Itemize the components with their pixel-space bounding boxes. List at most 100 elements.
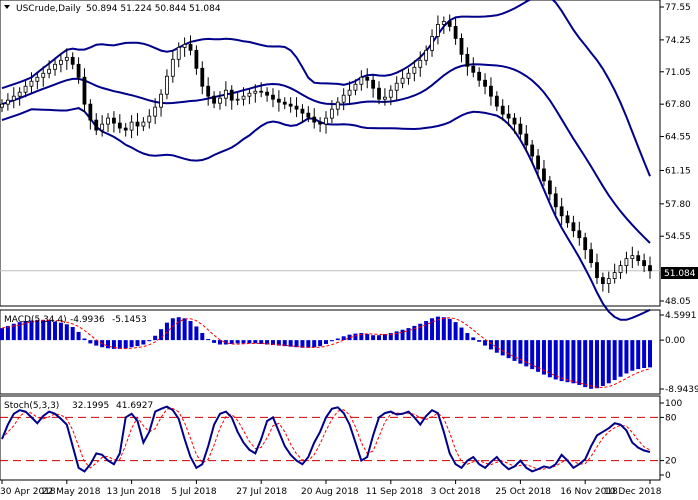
macd-histogram-bar <box>435 316 440 341</box>
candle-body <box>300 108 305 114</box>
macd-histogram-bar <box>324 340 328 344</box>
macd-histogram-bar <box>53 321 58 341</box>
macd-signal-line <box>1 317 651 389</box>
macd-histogram-bar <box>530 340 535 370</box>
candle-body <box>170 58 175 77</box>
macd-histogram-bar <box>394 331 399 341</box>
macd-histogram-bar <box>636 340 641 370</box>
macd-histogram-bar <box>206 339 211 341</box>
macd-histogram-bar <box>129 340 134 348</box>
macd-histogram-bar <box>265 340 270 345</box>
candle-body <box>565 215 570 224</box>
chart-header: USCrude,Daily 50.894 51.224 50.844 51.08… <box>4 4 221 14</box>
macd-histogram-bar <box>471 337 476 341</box>
macd-histogram-bar <box>453 322 458 341</box>
candle-body <box>542 168 546 182</box>
macd-histogram-bar <box>565 340 570 383</box>
macd-histogram-bar <box>41 319 46 341</box>
macd-tick-label: 0.00 <box>665 336 685 346</box>
macd-histogram-bar <box>589 340 594 389</box>
candle-body <box>59 59 63 65</box>
candle-body <box>595 262 599 278</box>
candle-body <box>82 76 87 105</box>
candle-body <box>559 206 564 217</box>
macd-histogram-bar <box>188 321 193 341</box>
candle-body <box>165 75 169 95</box>
time-tick-label: 30 Apr 2018 <box>0 487 56 497</box>
time-tick-label: 5 Jul 2018 <box>171 487 216 497</box>
candle-body <box>53 63 57 70</box>
candle-body <box>294 105 299 110</box>
stoch-signal-line <box>1 407 651 471</box>
time-tick-label: 22 May 2018 <box>42 487 101 497</box>
candle-body <box>500 105 505 115</box>
time-tick-label: 16 Nov 2018 <box>560 487 618 497</box>
candle-body <box>141 121 146 127</box>
candle-body <box>206 85 211 97</box>
macd-histogram-bar <box>465 333 470 341</box>
candle-body <box>212 95 216 104</box>
candle-body <box>159 93 163 108</box>
macd-histogram-bar <box>312 340 317 348</box>
stoch-tick-label: 20 <box>665 457 677 467</box>
candle-body <box>606 278 611 284</box>
macd-histogram-bar <box>459 327 464 341</box>
candle-body <box>642 260 647 267</box>
candle-body <box>0 103 4 108</box>
candle-body <box>200 67 205 87</box>
time-tick-label: 10 Dec 2018 <box>604 487 662 497</box>
macd-histogram-bar <box>618 340 623 377</box>
macd-histogram-bar <box>430 318 435 341</box>
candle-body <box>359 76 364 85</box>
macd-main-value: -4.9936 <box>70 315 105 325</box>
macd-histogram-bar <box>441 317 446 341</box>
bollinger-middle-line <box>1 63 651 244</box>
macd-histogram-bar <box>159 329 164 341</box>
stoch-chart <box>0 405 660 473</box>
candle-body <box>436 24 440 37</box>
candle-body <box>600 277 605 284</box>
candle-body <box>235 98 240 101</box>
macd-histogram-bar <box>223 340 228 345</box>
macd-histogram-bar <box>506 340 511 359</box>
price-tick-label: 67.80 <box>665 100 691 110</box>
stoch-signal-value: 41.6927 <box>116 401 153 411</box>
current-price-marker: 51.084 <box>661 267 698 279</box>
macd-chart <box>0 316 652 389</box>
candle-body <box>453 26 458 39</box>
macd-histogram-bar <box>229 340 234 344</box>
candle-body <box>512 117 517 125</box>
macd-histogram-bar <box>347 334 352 341</box>
stoch-main-value: 32.1995 <box>72 401 109 411</box>
macd-histogram-bar <box>418 323 423 341</box>
candle-body <box>129 121 134 131</box>
candle-body <box>88 103 93 121</box>
candle-body <box>117 122 122 129</box>
candle-body <box>324 117 328 125</box>
candle-body <box>612 272 617 279</box>
stoch-tick-label: 0 <box>665 471 671 481</box>
candle-body <box>430 36 434 51</box>
dropdown-icon[interactable] <box>4 5 10 9</box>
candle-body <box>335 101 340 110</box>
candle-body <box>229 89 234 101</box>
macd-histogram-bar <box>624 340 629 374</box>
macd-histogram-bar <box>5 325 10 341</box>
macd-histogram-bar <box>388 333 393 341</box>
candle-body <box>306 112 311 118</box>
candle-body <box>94 119 99 131</box>
macd-tick-label: 4.5991 <box>665 311 697 321</box>
candle-body <box>648 265 652 272</box>
macd-histogram-bar <box>488 340 493 350</box>
candle-body <box>218 97 222 104</box>
macd-histogram-bar <box>300 340 305 348</box>
macd-histogram-bar <box>200 333 205 341</box>
candle-body <box>465 53 470 67</box>
time-tick-label: 11 Sep 2018 <box>366 487 423 497</box>
macd-histogram-bar <box>70 327 75 341</box>
macd-histogram-bar <box>106 340 111 349</box>
candle-body <box>530 144 535 157</box>
macd-histogram-bar <box>400 329 405 341</box>
macd-histogram-bar <box>412 325 417 341</box>
candle-body <box>106 117 110 125</box>
